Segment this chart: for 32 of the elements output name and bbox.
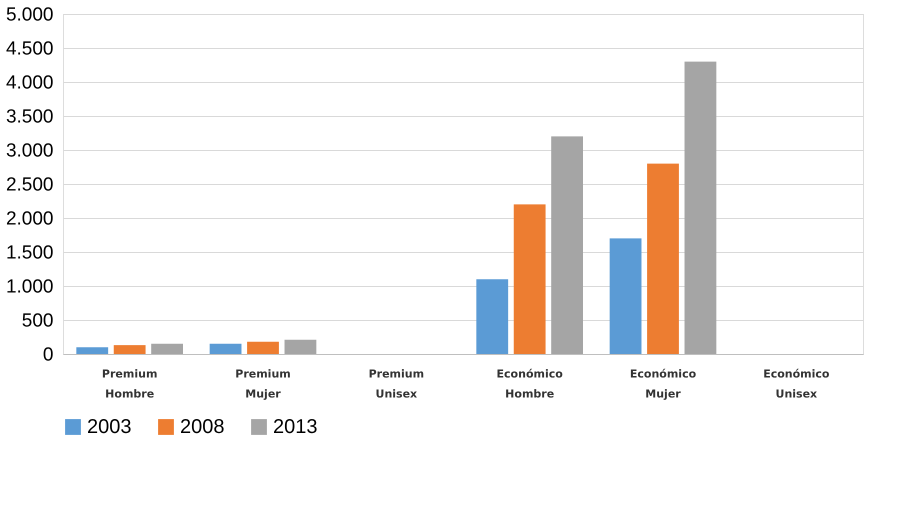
y-tick-label: 3.500	[6, 106, 54, 128]
x-tick-label: Premium Hombre	[102, 368, 158, 400]
y-tick-label: 0	[42, 344, 54, 366]
bar	[210, 344, 242, 354]
y-tick-label: 1.500	[6, 242, 54, 264]
x-tick-label: Económico Mujer	[630, 368, 697, 400]
bar	[684, 62, 716, 354]
legend-label: 2003	[87, 416, 132, 438]
bar	[551, 136, 583, 354]
x-tick-label: Económico Hombre	[496, 368, 564, 400]
x-tick-label: Económico Unisex	[763, 368, 830, 400]
y-tick-label: 500	[22, 310, 54, 332]
legend-label: 2013	[273, 416, 318, 438]
bar	[514, 204, 546, 354]
legend-label: 2008	[180, 416, 224, 438]
y-tick-label: 2.000	[6, 208, 54, 230]
bar	[247, 342, 279, 354]
y-tick-label: 4.000	[6, 72, 54, 94]
y-tick-label: 3.000	[6, 140, 54, 162]
y-tick-label: 1.000	[6, 276, 54, 298]
bar	[151, 344, 183, 354]
y-tick-label: 4.500	[6, 38, 54, 60]
y-tick-label: 5.000	[6, 4, 54, 26]
bar	[284, 340, 316, 354]
bar	[610, 238, 642, 354]
x-tick-label: Premium Mujer	[235, 368, 291, 400]
y-tick-label: 2.500	[6, 174, 54, 196]
bar	[647, 164, 679, 354]
bar	[476, 279, 508, 354]
x-tick-label: Premium Unisex	[368, 368, 424, 400]
bar	[76, 347, 108, 354]
bar	[114, 345, 146, 354]
